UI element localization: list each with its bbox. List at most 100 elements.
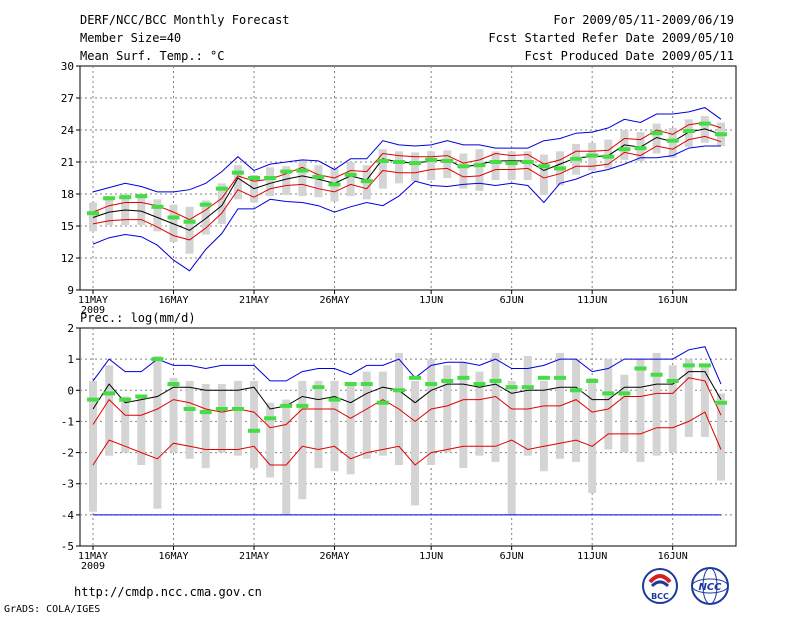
prec-observed-marker xyxy=(312,385,325,390)
prec-spread-box xyxy=(362,371,371,459)
prec-spread-box xyxy=(153,356,162,509)
temp-observed-marker xyxy=(87,211,99,216)
temp-spread-box xyxy=(201,200,210,235)
temp-observed-marker xyxy=(666,138,679,143)
prec-spread-box xyxy=(427,359,436,466)
prec-observed-marker xyxy=(199,410,212,415)
prec-xtick-label: 26MAY xyxy=(319,551,349,562)
member-size-label: Member Size=40 xyxy=(80,31,182,45)
temp-observed-marker xyxy=(231,170,244,175)
temp-observed-marker xyxy=(135,194,148,199)
prec-plot-frame xyxy=(79,327,737,547)
prec-observed-marker xyxy=(376,400,389,405)
temp-observed-marker xyxy=(586,153,599,158)
prec-spread-box xyxy=(201,384,210,469)
prec-observed-marker xyxy=(650,372,663,377)
chart-title: DERF/NCC/BCC Monthly Forecast xyxy=(80,13,290,27)
temp-observed-marker xyxy=(167,215,180,220)
prec-spread-box xyxy=(717,393,725,481)
prec-spread-box xyxy=(250,380,259,469)
prec-xtick-label: 1JUN xyxy=(419,551,443,562)
temp-spread-box xyxy=(700,116,709,143)
prec-observed-marker xyxy=(570,388,583,393)
temp-ytick-label: 27 xyxy=(61,92,74,105)
source-url[interactable]: http://cmdp.ncc.cma.gov.cn xyxy=(74,585,262,599)
temp-spread-box xyxy=(266,167,275,197)
prec-spread-box xyxy=(314,380,323,469)
prec-series-mean-line xyxy=(92,371,722,410)
precipitation-panel: -5 -4 -3 -2 -1 0 1 2 11MAY 16MAY 21MAY 26MAY 1JUN 6JU… xyxy=(61,322,737,572)
prec-spread-box xyxy=(475,371,484,456)
prec-ytick-label: -3 xyxy=(61,478,74,491)
prec-series-max-line xyxy=(92,346,722,385)
bcc-logo: BCC xyxy=(642,568,678,604)
prec-observed-marker xyxy=(634,366,647,371)
prec-observed-marker xyxy=(537,375,550,380)
temp-observed-marker xyxy=(392,160,405,164)
temp-observed-marker xyxy=(376,158,389,163)
temp-xtick-label: 16MAY xyxy=(158,295,188,306)
prec-spread-box xyxy=(636,359,645,462)
temp-spread-box xyxy=(217,183,226,224)
prec-spread-box xyxy=(185,380,194,459)
temp-xtick-label: 6JUN xyxy=(500,295,524,306)
prec-spread-box xyxy=(684,359,693,437)
temp-observed-marker xyxy=(103,196,116,201)
forecast-period-label: For 2009/05/11-2009/06/19 xyxy=(553,13,734,27)
temp-observed-marker xyxy=(537,164,550,169)
temperature-panel: 9 12 15 18 21 24 27 30 11MAY 16MAY 21MAY 26MAY 1JUN 6… xyxy=(61,60,737,316)
precip-panel-variable-label: Prec.: log(mm/d) xyxy=(80,311,196,325)
temp-xtick-label: 26MAY xyxy=(319,295,349,306)
temp-observed-marker xyxy=(650,131,663,136)
temp-spread-box xyxy=(233,165,242,200)
temp-series-p_low-line xyxy=(92,135,722,241)
temp-observed-marker xyxy=(151,204,164,209)
fcst-started-label: Fcst Started Refer Date 2009/05/10 xyxy=(488,31,734,45)
temp-observed-marker xyxy=(715,132,727,137)
temp-observed-marker xyxy=(618,147,631,152)
prec-observed-marker xyxy=(505,385,518,390)
prec-observed-marker xyxy=(602,391,615,396)
prec-xtick-year: 2009 xyxy=(81,561,105,572)
temp-observed-marker xyxy=(312,174,325,179)
temp-series-p_high-line xyxy=(92,121,722,221)
prec-observed-marker xyxy=(183,406,196,411)
temp-observed-marker xyxy=(183,219,196,224)
bcc-logo-text: BCC xyxy=(651,592,669,601)
temp-spread-box xyxy=(475,149,484,191)
prec-spread-box xyxy=(282,399,291,515)
prec-xtick-label: 6JUN xyxy=(500,551,524,562)
prec-observed-marker xyxy=(231,406,244,411)
prec-ytick-label: -4 xyxy=(61,509,75,522)
prec-ytick-label: -5 xyxy=(61,540,74,553)
prec-observed-marker xyxy=(344,382,357,387)
prec-observed-marker xyxy=(264,416,277,421)
temp-spread-box xyxy=(411,152,420,182)
temp-observed-marker xyxy=(199,202,212,207)
prec-spread-box xyxy=(491,352,500,462)
prec-observed-marker xyxy=(521,385,534,390)
temp-ytick-label: 24 xyxy=(61,124,75,137)
temp-spread-box xyxy=(121,194,130,225)
temp-observed-marker xyxy=(698,121,711,126)
temp-ytick-label: 30 xyxy=(61,60,74,73)
temp-spread-box xyxy=(491,151,500,181)
prec-observed-marker xyxy=(409,375,422,380)
prec-xtick-label: 21MAY xyxy=(239,551,269,562)
prec-spread-box xyxy=(668,365,677,453)
prec-xtick-label: 11JUN xyxy=(577,551,607,562)
temp-ytick-label: 15 xyxy=(61,220,74,233)
prec-ytick-label: 2 xyxy=(67,322,74,335)
temp-spread-box xyxy=(394,151,403,184)
temp-observed-marker xyxy=(473,163,486,168)
temp-spread-box xyxy=(539,154,548,196)
temp-observed-marker xyxy=(441,158,454,163)
prec-observed-marker xyxy=(119,397,132,402)
prec-observed-marker xyxy=(698,363,711,368)
prec-observed-marker xyxy=(360,382,373,387)
temp-spread-box xyxy=(668,127,677,158)
prec-spread-box xyxy=(137,396,146,466)
prec-observed-marker xyxy=(103,391,116,396)
prec-spread-box xyxy=(298,380,307,500)
grads-credit: GrADS: COLA/IGES xyxy=(4,604,101,615)
